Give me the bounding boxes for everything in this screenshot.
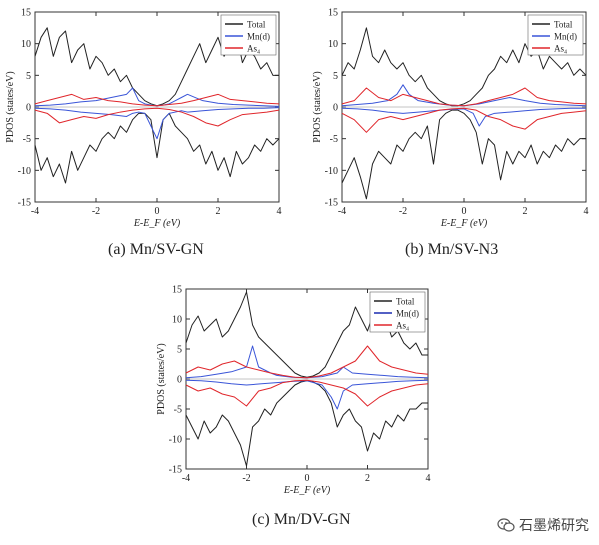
legend-label: Mn(d) [554, 32, 577, 42]
legend-label: As₄ [554, 44, 567, 54]
y-tick-label: 5 [333, 71, 338, 82]
y-tick-label: 15 [172, 285, 182, 296]
x-tick-label: -4 [31, 206, 39, 217]
y-tick-label: 5 [177, 345, 182, 356]
x-tick-label: -4 [182, 473, 190, 484]
legend-label: Mn(d) [247, 32, 270, 42]
x-tick-label: 2 [216, 206, 221, 217]
caption-a: (a) Mn/SV-GN [108, 241, 204, 258]
y-tick-label: -10 [18, 166, 31, 177]
x-tick-label: 2 [523, 206, 528, 217]
x-tick-label: 4 [584, 206, 589, 217]
series-line-1 [34, 112, 280, 184]
series-line-5 [341, 107, 587, 133]
y-tick-label: 10 [172, 315, 182, 326]
legend-label: Mn(d) [396, 309, 419, 319]
y-tick-label: -5 [330, 134, 338, 145]
legend-label: Total [396, 297, 415, 307]
x-tick-label: 2 [365, 473, 370, 484]
series-line-0 [341, 27, 587, 107]
series-line-2 [185, 345, 429, 379]
series-line-5 [185, 379, 429, 407]
y-tick-label: -15 [18, 198, 31, 209]
watermark-text: 石墨烯研究 [519, 518, 589, 534]
caption-c: (c) Mn/DV-GN [252, 511, 351, 528]
x-tick-label: -2 [92, 206, 100, 217]
series-line-2 [34, 87, 280, 107]
x-axis-label: E-E_F (eV) [283, 485, 331, 496]
y-tick-label: 0 [333, 103, 338, 114]
series-line-3 [185, 379, 429, 410]
x-axis-label: E-E_F (eV) [440, 218, 488, 229]
series-line-4 [185, 345, 429, 379]
caption-b: (b) Mn/SV-N3 [405, 241, 499, 258]
y-tick-label: -10 [169, 435, 182, 446]
x-tick-label: 4 [277, 206, 282, 217]
y-tick-label: -15 [169, 465, 182, 476]
x-tick-label: -4 [338, 206, 346, 217]
chart-panel-1: -15 -10 -5 0 5 10 15 -4 -2 0 2 4 PDOS (states/eV) E-E… [312, 8, 589, 230]
wechat-icon [497, 518, 515, 532]
y-tick-label: -5 [23, 134, 31, 145]
y-tick-label: 10 [21, 39, 31, 50]
series-line-5 [34, 107, 280, 127]
series-line-4 [341, 87, 587, 107]
legend-label: As₄ [396, 321, 409, 331]
y-axis-label: PDOS (states/eV) [5, 71, 16, 142]
chart-panel-0: -15 -10 -5 0 5 10 15 -4 -2 0 2 4 PDOS (states/eV) E-E… [5, 8, 282, 230]
watermark: 石墨烯研究 [497, 515, 589, 535]
y-tick-label: 0 [177, 375, 182, 386]
y-tick-label: 15 [328, 8, 338, 19]
series-line-4 [34, 93, 280, 107]
y-tick-label: 0 [26, 103, 31, 114]
y-tick-label: 10 [328, 39, 338, 50]
y-tick-label: -10 [325, 166, 338, 177]
y-axis-label: PDOS (states/eV) [156, 343, 167, 414]
y-tick-label: -15 [325, 198, 338, 209]
y-tick-label: -5 [174, 405, 182, 416]
x-tick-label: -2 [399, 206, 407, 217]
x-tick-label: -2 [242, 473, 250, 484]
x-axis-label: E-E_F (eV) [133, 218, 181, 229]
x-tick-label: 0 [155, 206, 160, 217]
x-tick-label: 0 [305, 473, 310, 484]
x-tick-label: 4 [426, 473, 431, 484]
series-line-2 [341, 84, 587, 107]
series-line-1 [341, 109, 586, 200]
legend-label: Total [247, 20, 266, 30]
legend-label: As₄ [247, 44, 260, 54]
y-tick-label: 15 [21, 8, 31, 19]
x-tick-label: 0 [462, 206, 467, 217]
y-axis-label: PDOS (states/eV) [312, 71, 323, 142]
chart-panel-2: -15 -10 -5 0 5 10 15 -4 -2 0 2 4 PDOS (states/eV) E-E… [156, 285, 431, 497]
series-line-3 [341, 107, 586, 127]
legend-label: Total [554, 20, 573, 30]
series-line-3 [34, 107, 280, 140]
y-tick-label: 5 [26, 71, 31, 82]
